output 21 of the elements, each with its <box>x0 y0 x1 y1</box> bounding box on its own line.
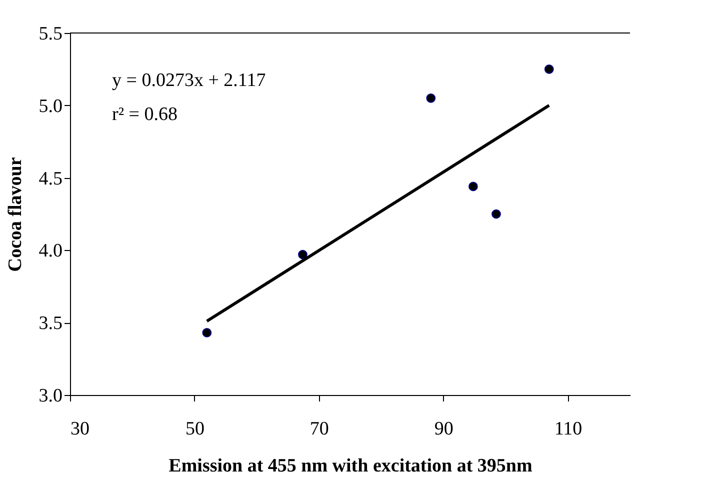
x-tick-label: 30 <box>70 418 90 440</box>
y-tick-label: 3.0 <box>38 386 62 406</box>
y-tick-label: 5.0 <box>38 96 62 117</box>
y-axis-title: Cocoa flavour <box>4 156 26 272</box>
y-tick-label: 4.5 <box>38 168 62 190</box>
y-tick-label: 4.0 <box>38 240 62 262</box>
x-axis-title: Emission at 455 nm with excitation at 395nm <box>168 456 532 476</box>
point <box>426 93 436 103</box>
point <box>492 209 501 219</box>
y-tick-label: 3.5 <box>38 313 62 334</box>
x-tick-label: 70 <box>310 418 329 440</box>
x-tick-label: 90 <box>434 418 454 440</box>
y-tick-label: 5.5 <box>38 24 62 44</box>
point <box>544 64 554 74</box>
point <box>468 182 478 192</box>
point <box>298 250 308 260</box>
annotation: r² = 0.68 <box>112 104 178 125</box>
point <box>202 328 212 338</box>
x-tick-label: 110 <box>554 418 582 440</box>
annotation: y = 0.0273x + 2.117 <box>112 70 266 91</box>
x-tick-label: 50 <box>185 418 204 440</box>
